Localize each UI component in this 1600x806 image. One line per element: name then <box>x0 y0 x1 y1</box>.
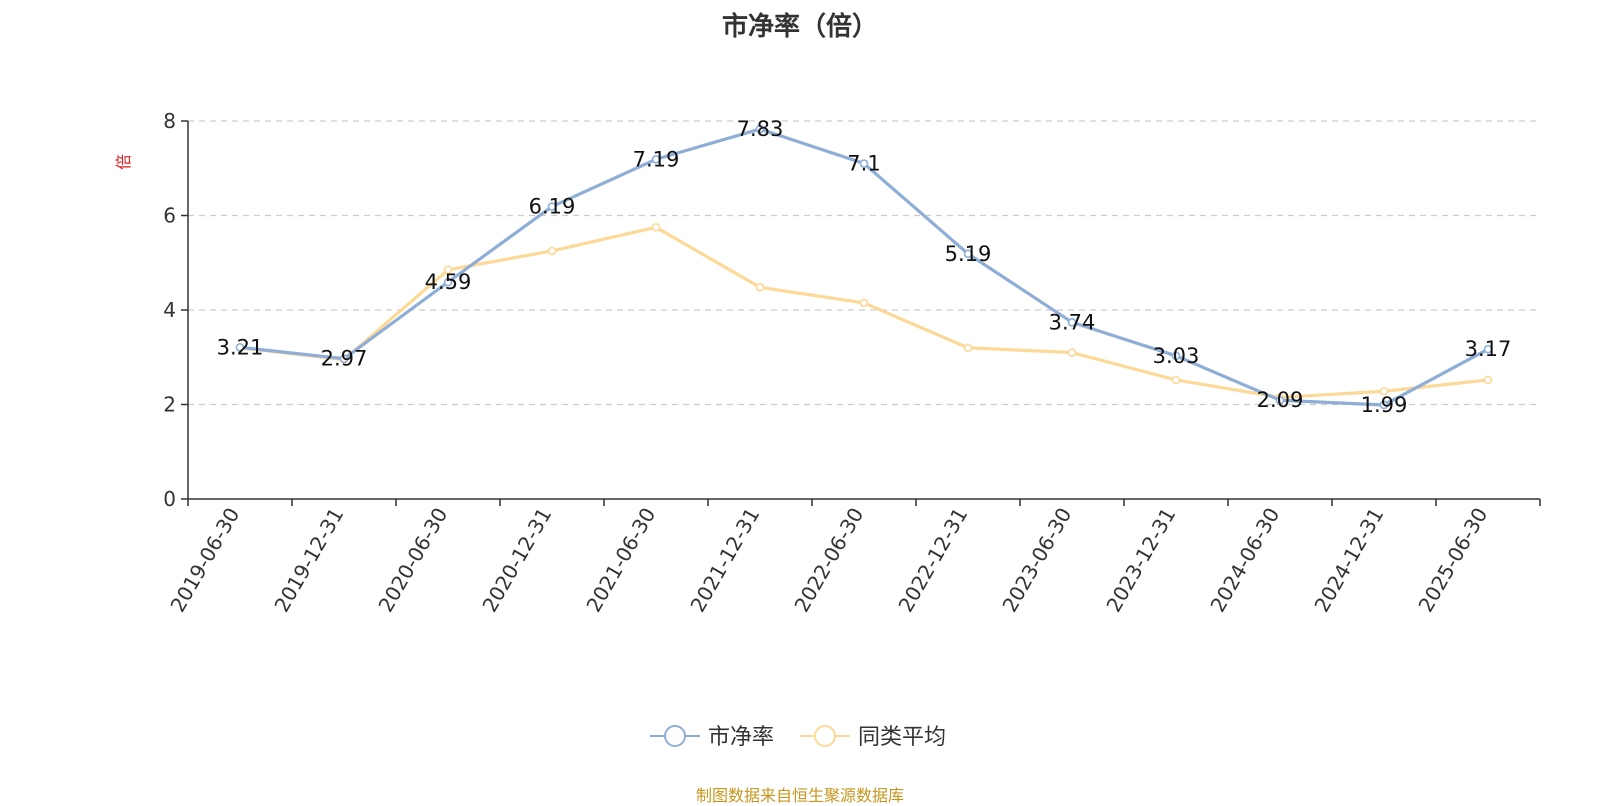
data-point <box>339 354 349 363</box>
data-label: 7.83 <box>737 117 784 141</box>
data-point <box>1379 386 1389 396</box>
x-tick-label: 2021-06-30 <box>581 504 660 617</box>
y-tick-label: 2 <box>163 393 176 417</box>
x-tick-label: 2020-06-30 <box>373 504 452 617</box>
data-label: 3.17 <box>1465 337 1512 361</box>
data-point <box>755 124 765 134</box>
x-tick-label: 2022-06-30 <box>789 504 868 617</box>
data-source-note: 制图数据来自恒生聚源数据库 <box>695 786 904 805</box>
x-tick-label: 2020-12-31 <box>477 504 556 617</box>
x-tick-label: 2019-12-31 <box>269 504 348 617</box>
data-point <box>755 283 765 292</box>
y-axis-unit-label: 倍 <box>114 154 133 170</box>
data-label: 5.19 <box>945 242 992 266</box>
data-point <box>443 265 453 275</box>
x-tick-label: 2022-12-31 <box>893 504 972 617</box>
data-label: 3.03 <box>1153 344 1200 368</box>
data-point <box>651 154 661 164</box>
data-label: 7.1 <box>847 152 880 176</box>
data-point <box>547 246 557 256</box>
data-label: 4.59 <box>425 270 472 294</box>
y-tick-label: 6 <box>163 204 176 228</box>
data-point <box>1275 395 1285 405</box>
data-point <box>651 223 661 232</box>
x-tick-label: 2023-06-30 <box>997 504 1076 617</box>
pb-ratio-line-chart: 0 2 4 6 8 倍 2019-06-30 2019-12-31 2020-06-30 2020… <box>114 109 1541 750</box>
data-point <box>443 277 453 287</box>
data-point <box>859 159 869 168</box>
data-point <box>1483 375 1493 385</box>
data-label: 1.99 <box>1361 393 1408 417</box>
data-point <box>859 298 869 308</box>
x-tick-label: 2019-06-30 <box>165 504 244 617</box>
data-label: 7.19 <box>633 147 680 171</box>
x-tick-label: 2023-12-31 <box>1101 504 1180 617</box>
legend-label: 市净率 <box>708 725 774 750</box>
data-point <box>235 343 245 352</box>
x-tick-label: 2024-12-31 <box>1309 504 1388 617</box>
data-point <box>1171 351 1181 361</box>
y-tick-label: 4 <box>163 298 176 322</box>
data-point <box>1171 375 1181 385</box>
chart-title: 市净率（倍） <box>721 12 878 42</box>
data-label: 6.19 <box>529 195 576 219</box>
series-line-avg <box>239 225 1489 400</box>
x-tick-label: 2024-06-30 <box>1205 504 1284 617</box>
data-label: 2.97 <box>321 347 368 371</box>
data-point <box>547 202 557 211</box>
x-tick-label: 2025-06-30 <box>1413 504 1492 617</box>
y-tick-label: 8 <box>163 109 176 133</box>
data-point <box>1067 317 1077 327</box>
data-point <box>1483 344 1493 354</box>
legend-swatch-marker <box>814 725 836 747</box>
data-point <box>1379 400 1389 410</box>
data-point <box>963 343 973 353</box>
data-label: 3.21 <box>217 335 264 359</box>
data-point <box>1067 348 1077 357</box>
data-label: 3.74 <box>1049 310 1096 334</box>
data-point <box>963 249 973 259</box>
data-label: 2.09 <box>1257 388 1304 412</box>
legend-label: 同类平均 <box>858 725 946 750</box>
legend-swatch-marker <box>664 725 686 747</box>
x-tick-label: 2021-12-31 <box>685 504 764 617</box>
y-tick-label: 0 <box>163 487 176 511</box>
